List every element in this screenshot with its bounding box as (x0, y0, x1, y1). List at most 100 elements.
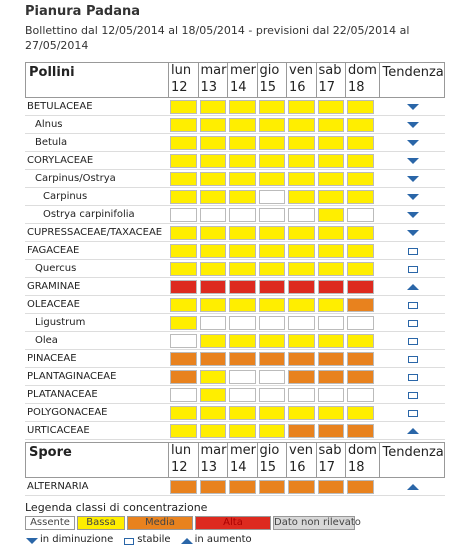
level-cell (288, 480, 315, 494)
level-cell (347, 226, 374, 240)
row-name: OLEACEAE (27, 299, 80, 310)
trend-down (406, 122, 419, 128)
row-name: ALTERNARIA (27, 481, 89, 492)
level-cell (170, 298, 197, 312)
level-cell (170, 334, 197, 348)
level-cell (170, 388, 197, 402)
level-cell (229, 190, 256, 204)
level-cell (347, 136, 374, 150)
row-line (25, 385, 445, 386)
level-cell (288, 334, 315, 348)
level-cell (317, 262, 344, 276)
trend-down (406, 212, 419, 218)
row-name: Olea (35, 335, 58, 346)
level-cell (347, 172, 374, 186)
level-cell (170, 226, 197, 240)
day-name: mer (230, 443, 257, 458)
level-cell (170, 118, 197, 132)
level-cell (317, 226, 344, 240)
level-cell (347, 280, 374, 294)
day-name: lun (171, 63, 192, 78)
col-sep (227, 62, 228, 98)
bulletin: Bollettino dal 12/05/2014 al 18/05/2014 … (25, 24, 410, 52)
row-name: PLANTAGINACEAE (27, 371, 117, 382)
level-cell (229, 334, 256, 348)
row-line (25, 331, 445, 332)
row-line (25, 205, 445, 206)
level-cell (317, 406, 344, 420)
level-cell (229, 480, 256, 494)
level-cell (170, 100, 197, 114)
level-cell (258, 136, 285, 150)
level-cell (258, 280, 285, 294)
row-name: Carpinus (43, 191, 88, 202)
day-name: dom (348, 63, 377, 78)
level-cell (317, 118, 344, 132)
legend-item: Media (127, 516, 193, 530)
day-num: 15 (259, 460, 277, 475)
col-sep (315, 442, 317, 478)
level-cell (347, 100, 374, 114)
level-cell (199, 244, 226, 258)
trend-stable (407, 356, 418, 363)
day-num: 16 (289, 460, 306, 475)
level-cell (258, 244, 285, 258)
level-cell (199, 190, 226, 204)
level-cell (317, 172, 344, 186)
row-name: CORYLACEAE (27, 155, 94, 166)
section-title: Spore (29, 445, 72, 460)
day-num: 17 (318, 80, 336, 95)
level-cell (347, 370, 374, 384)
trend-up (406, 284, 419, 290)
level-cell (347, 190, 374, 204)
level-cell (229, 280, 256, 294)
level-cell (170, 316, 197, 330)
day-num: 16 (289, 80, 306, 95)
level-cell (229, 100, 256, 114)
level-cell (170, 190, 197, 204)
level-cell (288, 388, 315, 402)
level-cell (170, 136, 197, 150)
level-cell (288, 370, 315, 384)
level-cell (288, 406, 315, 420)
level-cell (347, 262, 374, 276)
level-cell (229, 370, 256, 384)
section-header (25, 442, 445, 478)
col-sep (256, 62, 258, 98)
col-sep (168, 442, 169, 478)
level-cell (288, 118, 315, 132)
level-cell (229, 352, 256, 366)
day-name: dom (348, 443, 377, 458)
day-name: ven (289, 443, 313, 458)
level-cell (347, 208, 374, 222)
legend-trend: in aumento (194, 534, 252, 545)
level-cell (317, 424, 344, 438)
level-cell (170, 280, 197, 294)
col-sep (227, 442, 228, 478)
day-name: gio (259, 63, 280, 78)
row-name: Carpinus/Ostrya (35, 173, 116, 184)
trend-down (406, 104, 419, 110)
level-cell (170, 262, 197, 276)
row-name: Betula (35, 137, 68, 148)
row-line (25, 187, 445, 188)
row-line (25, 169, 445, 170)
level-cell (317, 352, 344, 366)
level-cell (258, 118, 285, 132)
level-cell (288, 298, 315, 312)
level-cell (199, 280, 226, 294)
level-cell (199, 406, 226, 420)
trend-header: Tendenza (382, 65, 444, 80)
level-cell (199, 424, 226, 438)
level-cell (258, 388, 285, 402)
level-cell (199, 334, 226, 348)
level-cell (288, 226, 315, 240)
level-cell (288, 154, 315, 168)
day-name: ven (289, 63, 313, 78)
trend-down (406, 194, 419, 200)
trend-stable (407, 392, 418, 399)
level-cell (199, 136, 226, 150)
day-num: 13 (200, 80, 218, 95)
level-cell (347, 480, 374, 494)
level-cell (229, 424, 256, 438)
